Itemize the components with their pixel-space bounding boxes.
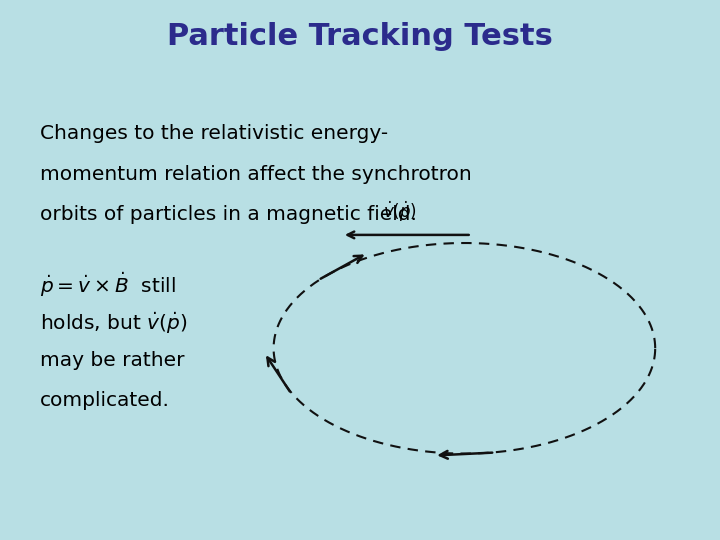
Text: complicated.: complicated.: [40, 392, 169, 410]
Text: $\dot{v}(\dot{p})$: $\dot{v}(\dot{p})$: [382, 200, 417, 224]
Text: Particle Tracking Tests: Particle Tracking Tests: [167, 22, 553, 51]
Text: Changes to the relativistic energy-: Changes to the relativistic energy-: [40, 124, 388, 143]
Text: momentum relation affect the synchrotron: momentum relation affect the synchrotron: [40, 165, 472, 184]
Text: holds, but $\dot{v}(\dot{p})$: holds, but $\dot{v}(\dot{p})$: [40, 310, 186, 336]
Text: $\dot{p} = \dot{v} \times \dot{B}$  still: $\dot{p} = \dot{v} \times \dot{B}$ still: [40, 270, 176, 299]
Text: may be rather: may be rather: [40, 351, 184, 370]
Text: orbits of particles in a magnetic field.: orbits of particles in a magnetic field.: [40, 205, 416, 224]
